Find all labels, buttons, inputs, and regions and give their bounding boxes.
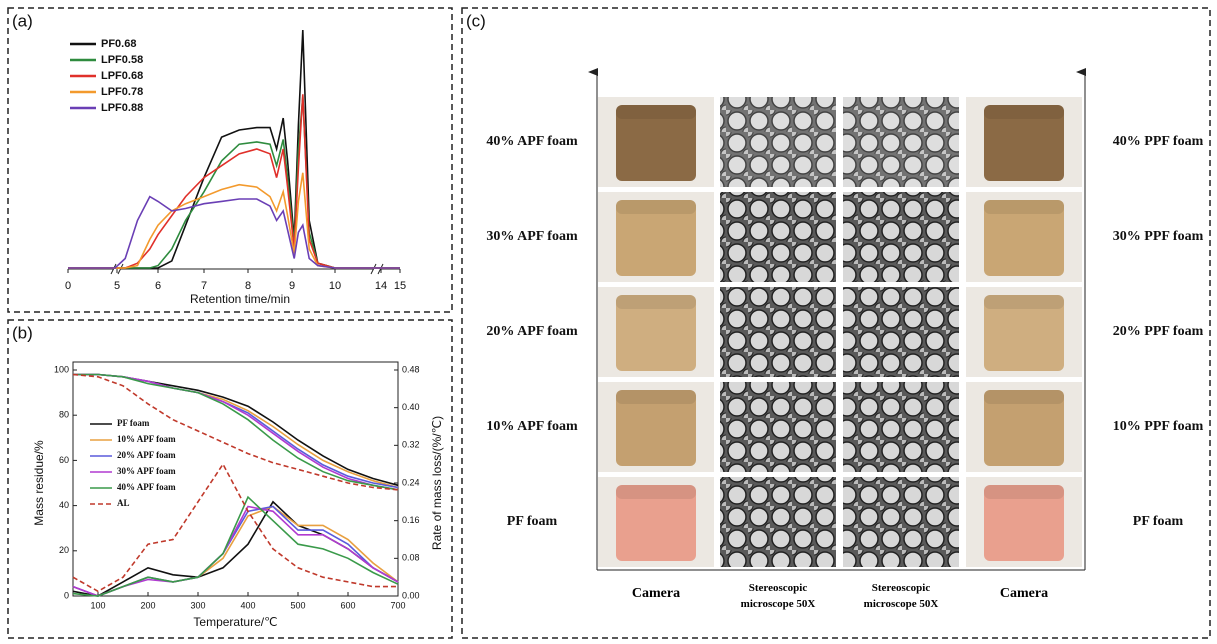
figure: (c) 40% APF foam 40% PPF foam 30% APF foam 3… bbox=[0, 0, 1217, 644]
y-tick-label: 100 bbox=[54, 364, 69, 374]
series-line bbox=[73, 497, 398, 596]
column-label-box: Stereoscopic microscope 50X bbox=[841, 580, 961, 620]
photo-cell bbox=[720, 477, 836, 567]
row-label: 40% PPF foam bbox=[1113, 134, 1204, 149]
legend-label: 20% APF foam bbox=[117, 450, 176, 460]
photo-cell bbox=[843, 287, 959, 377]
x-tick-label: 6 bbox=[155, 280, 161, 292]
x-axis-label: Retention time/min bbox=[190, 292, 290, 306]
x-tick-label: 200 bbox=[140, 600, 155, 610]
x-tick-label: 5 bbox=[114, 280, 120, 292]
row-label: 10% APF foam bbox=[486, 419, 578, 434]
series-line bbox=[68, 94, 400, 268]
y-tick-label: 20 bbox=[59, 545, 69, 555]
x-tick-label: 0 bbox=[65, 280, 71, 292]
legend-label: 40% APF foam bbox=[117, 482, 176, 492]
axis-break bbox=[373, 264, 381, 274]
series-line bbox=[68, 197, 400, 268]
x-tick-label: 500 bbox=[290, 600, 305, 610]
column-label-box: Camera bbox=[964, 580, 1084, 620]
row-label: 20% PPF foam bbox=[1113, 324, 1204, 339]
photo-cell bbox=[720, 192, 836, 282]
panel-c: (c) 40% APF foam 40% PPF foam 30% APF foam 3… bbox=[466, 11, 1204, 620]
y-tick-label: 40 bbox=[59, 500, 69, 510]
x-tick-label: 7 bbox=[201, 280, 207, 292]
photo-cell bbox=[720, 97, 836, 187]
foam-shade bbox=[616, 485, 696, 499]
y2-tick-label: 0.48 bbox=[402, 364, 420, 374]
foam-shade bbox=[616, 295, 696, 309]
y2-tick-label: 0.40 bbox=[402, 402, 420, 412]
legend-label: 30% APF foam bbox=[117, 466, 176, 476]
y2-tick-label: 0.16 bbox=[402, 515, 420, 525]
x-tick-label: 100 bbox=[90, 600, 105, 610]
panel-label: (b) bbox=[12, 323, 33, 342]
photo-cell bbox=[843, 192, 959, 282]
x-tick-label: 8 bbox=[245, 280, 251, 292]
x-tick-label: 9 bbox=[289, 280, 295, 292]
legend-label: LPF0.88 bbox=[101, 102, 143, 114]
photo-cell bbox=[720, 382, 836, 472]
x-tick-label: 15 bbox=[394, 280, 406, 292]
row-label: 10% PPF foam bbox=[1113, 419, 1204, 434]
x-tick-label: 600 bbox=[340, 600, 355, 610]
row-label: 40% APF foam bbox=[486, 134, 578, 149]
y2-tick-label: 0.00 bbox=[402, 590, 420, 600]
legend-label: PF foam bbox=[117, 418, 150, 428]
y-tick-label: 60 bbox=[59, 455, 69, 465]
column-label: Camera bbox=[601, 586, 711, 602]
x-tick-label: 300 bbox=[190, 600, 205, 610]
x-axis-label: Temperature/℃ bbox=[193, 615, 277, 629]
panel-b-frame bbox=[8, 320, 452, 638]
panel-label: (c) bbox=[466, 11, 486, 30]
foam-shade bbox=[616, 105, 696, 119]
photo-cell bbox=[843, 382, 959, 472]
column-label-box: Stereoscopic microscope 50X bbox=[718, 580, 838, 620]
y2-tick-label: 0.24 bbox=[402, 477, 420, 487]
foam-shade bbox=[984, 295, 1064, 309]
y-tick-label: 80 bbox=[59, 410, 69, 420]
legend-label: LPF0.78 bbox=[101, 86, 143, 98]
foam-shade bbox=[984, 390, 1064, 404]
series-line bbox=[68, 173, 400, 268]
photo-cell bbox=[720, 287, 836, 377]
y2-tick-label: 0.32 bbox=[402, 440, 420, 450]
legend-label: LPF0.68 bbox=[101, 70, 143, 82]
series-line bbox=[68, 97, 400, 268]
y-axis-label: Mass residue/% bbox=[32, 440, 46, 526]
column-label-box: Camera bbox=[596, 580, 716, 620]
foam-shade bbox=[984, 485, 1064, 499]
y2-tick-label: 0.08 bbox=[402, 553, 420, 563]
column-label: Stereoscopic microscope 50X bbox=[851, 580, 951, 612]
legend-label: LPF0.58 bbox=[101, 54, 143, 66]
y2-axis-label: Rate of mass loss/(%/℃) bbox=[430, 416, 444, 550]
x-tick-label: 10 bbox=[329, 280, 341, 292]
row-label: 30% PPF foam bbox=[1113, 229, 1204, 244]
foam-shade bbox=[984, 105, 1064, 119]
row-label: 20% APF foam bbox=[486, 324, 578, 339]
x-tick-label: 400 bbox=[240, 600, 255, 610]
foam-shade bbox=[616, 390, 696, 404]
row-label: 30% APF foam bbox=[486, 229, 578, 244]
legend-label: AL bbox=[117, 498, 130, 508]
photo-cell bbox=[843, 477, 959, 567]
legend-label: 10% APF foam bbox=[117, 434, 176, 444]
panel-label: (a) bbox=[12, 11, 33, 30]
column-label: Camera bbox=[969, 586, 1079, 602]
x-tick-label: 14 bbox=[375, 280, 387, 292]
row-label: PF foam bbox=[1133, 514, 1184, 529]
y-tick-label: 0 bbox=[64, 590, 69, 600]
x-tick-label: 700 bbox=[390, 600, 405, 610]
photo-cell bbox=[843, 97, 959, 187]
column-label: Stereoscopic microscope 50X bbox=[728, 580, 828, 612]
foam-shade bbox=[984, 200, 1064, 214]
foam-shade bbox=[616, 200, 696, 214]
row-label: PF foam bbox=[507, 514, 558, 529]
legend-label: PF0.68 bbox=[101, 38, 136, 50]
